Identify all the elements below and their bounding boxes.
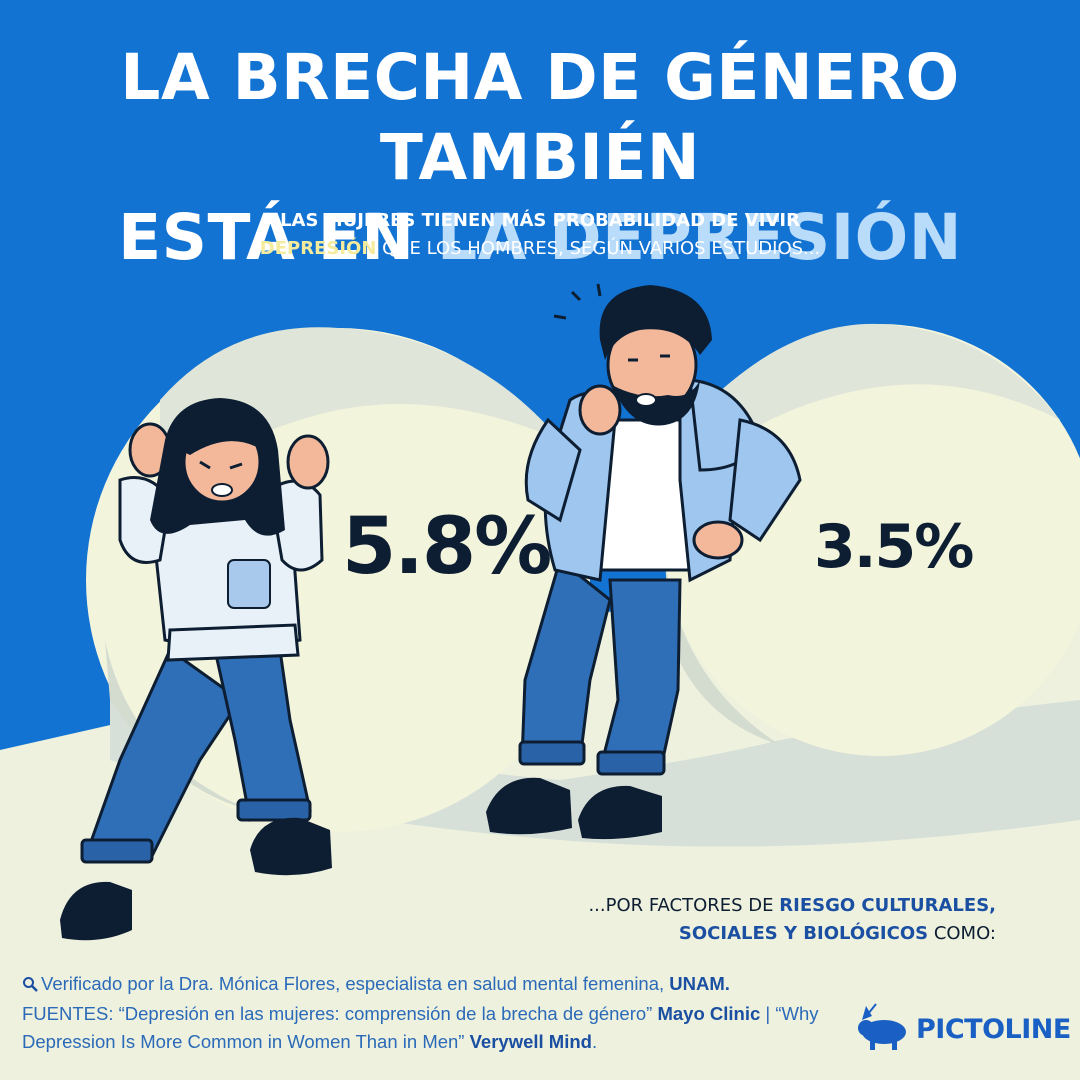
title-highlight: LA DEPRESIÓN	[436, 201, 962, 274]
brand-logo: PICTOLINE	[852, 1002, 1071, 1054]
man-figure	[486, 283, 802, 840]
footer-sources: Verificado por la Dra. Mónica Flores, es…	[22, 970, 852, 1056]
magnifier-icon	[22, 972, 38, 1000]
subtitle: LAS MUJERES TIENEN MÁS PROBABILIDAD DE V…	[0, 207, 1080, 263]
sources-text: FUENTES: “Depresión en las mujeres: comp…	[22, 1003, 658, 1024]
men-percentage: 3.5%	[814, 512, 974, 582]
woman-figure	[60, 398, 332, 941]
subtitle-line-1: LAS MUJERES TIENEN MÁS PROBABILIDAD DE V…	[280, 210, 800, 231]
subtitle-highlight: DEPRESIÓN	[259, 238, 377, 259]
factors-caption: ...POR FACTORES DE RIESGO CULTURALES, SO…	[560, 892, 996, 948]
title-line-2: ESTÁ EN	[118, 201, 437, 274]
brand-name: PICTOLINE	[916, 1014, 1071, 1045]
sources-end: .	[591, 1031, 598, 1052]
page-title: LA BRECHA DE GÉNERO TAMBIÉN ESTÁ EN LA D…	[0, 38, 1080, 278]
source-2-org: Verywell Mind	[469, 1031, 592, 1052]
pig-icon	[858, 1003, 906, 1050]
factors-suffix: COMO:	[928, 923, 996, 944]
title-line-1: LA BRECHA DE GÉNERO TAMBIÉN	[120, 41, 960, 194]
verified-text: Verificado por la Dra. Mónica Flores, es…	[41, 973, 670, 994]
source-1-org: Mayo Clinic	[657, 1003, 761, 1024]
verified-institution: UNAM.	[669, 973, 730, 994]
factors-highlight-2: SOCIALES Y BIOLÓGICOS	[678, 923, 929, 944]
factors-highlight-1: RIESGO CULTURALES,	[779, 895, 996, 916]
women-percentage: 5.8%	[342, 502, 552, 592]
factors-prefix: ...POR FACTORES DE	[588, 895, 780, 916]
subtitle-line-2: QUE LOS HOMBRES, SEGÚN VARIOS ESTUDIOS..…	[376, 238, 821, 259]
sources-separator: | “Why Depression Is More Common in Wome…	[22, 1003, 819, 1052]
